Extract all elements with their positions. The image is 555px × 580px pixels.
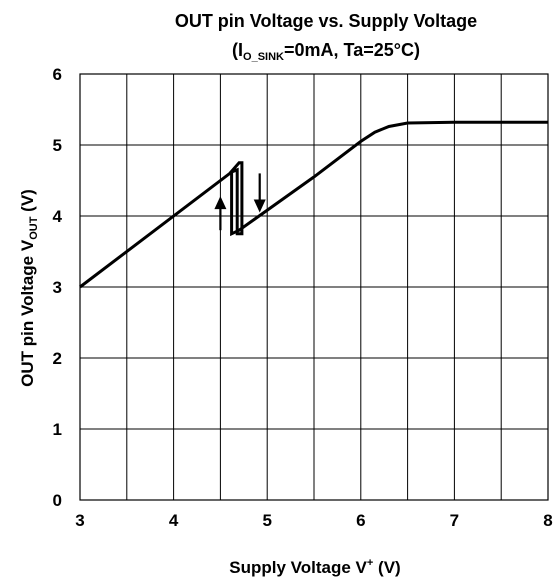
y-tick-label: 1 [53,420,62,439]
y-tick-label: 3 [53,278,62,297]
arrow-up-icon [214,196,227,231]
annotations [214,173,266,231]
chart-subtitle-suffix: =0mA, Ta=25°C) [284,40,420,60]
tick-labels: 3 4 5 6 7 8 0 1 2 3 4 5 6 [53,65,553,530]
y-tick-label: 2 [53,349,62,368]
x-axis-label: Supply Voltage V+ (V) [229,557,400,577]
x-axis-label-superscript: + [367,557,373,569]
x-tick-label: 4 [169,511,179,530]
grid [79,73,549,501]
x-tick-label: 5 [262,511,271,530]
x-tick-label: 3 [75,511,84,530]
chart-title: OUT pin Voltage vs. Supply Voltage [175,11,477,31]
y-axis-label-main: OUT pin Voltage V [18,239,37,387]
x-tick-label: 8 [543,511,552,530]
y-tick-label: 4 [53,207,63,226]
y-tick-label: 5 [53,136,62,155]
y-axis-label-unit: (V) [18,189,37,216]
chart-subtitle-prefix: (I [232,40,243,60]
series-line [79,120,548,289]
y-tick-label: 6 [53,65,62,84]
y-tick-label: 0 [53,491,62,510]
x-tick-label: 7 [450,511,459,530]
y-axis-label: OUT pin Voltage VOUT (V) [18,189,40,387]
x-tick-label: 6 [356,511,365,530]
y-axis-label-subscript: OUT [28,216,40,240]
arrow-down-icon [253,173,266,213]
chart-subtitle-subscript: O_SINK [243,51,284,63]
series-layer [79,120,548,289]
x-axis-label-unit: (V) [373,558,400,577]
x-axis-label-main: Supply Voltage V [229,558,367,577]
chart-subtitle: (IO_SINK=0mA, Ta=25°C) [232,40,420,63]
